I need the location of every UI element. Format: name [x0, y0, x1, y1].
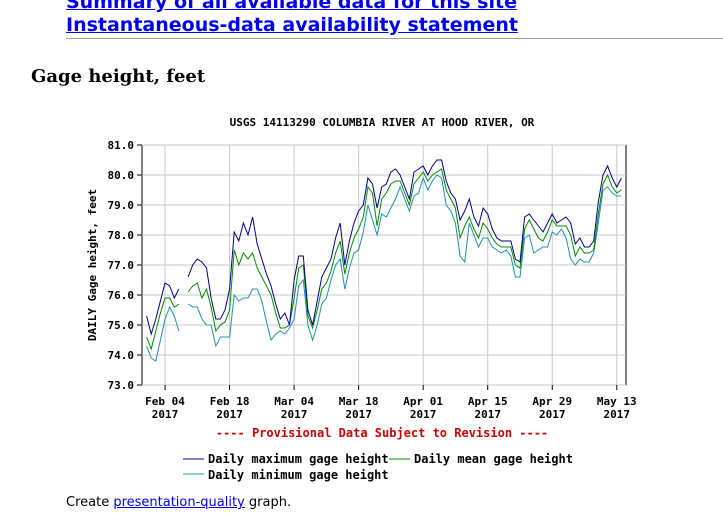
page-links: Summary of all available data for this s… [66, 0, 518, 37]
grid [142, 144, 626, 386]
y-tick-label: 77.0 [108, 259, 135, 272]
x-tick-label: Feb 18 [210, 395, 250, 408]
x-tick-year-label: 2017 [152, 408, 179, 421]
x-tick-label: Feb 04 [145, 395, 185, 408]
x-tick-year-label: 2017 [216, 408, 243, 421]
x-tick-label: Mar 04 [274, 395, 314, 408]
x-tick-label: Mar 18 [339, 395, 379, 408]
legend-label-mean: Daily mean gage height [414, 452, 573, 466]
divider [66, 38, 723, 39]
y-tick-label: 80.0 [108, 169, 135, 182]
y-tick-label: 78.0 [108, 229, 135, 242]
presentation-quality-link[interactable]: presentation-quality [113, 495, 245, 510]
x-tick-label: Apr 01 [403, 395, 443, 408]
create-prefix: Create [66, 495, 114, 510]
summary-link[interactable]: Summary of all available data for this s… [66, 0, 517, 13]
series-lines [146, 159, 622, 362]
create-suffix: graph. [244, 495, 292, 510]
x-tick-year-label: 2017 [604, 408, 631, 421]
legend-label-min: Daily minimum gage height [208, 468, 389, 482]
y-tick-label: 79.0 [108, 199, 135, 212]
legend: Daily maximum gage height Daily mean gag… [183, 452, 573, 482]
y-tick-label: 75.0 [108, 319, 135, 332]
x-tick-label: Apr 15 [468, 395, 508, 408]
create-graph-line: Create presentation-quality graph. [66, 495, 291, 510]
chart-title: USGS 14113290 COLUMBIA RIVER AT HOOD RIV… [230, 116, 535, 129]
x-tick-label: May 13 [597, 395, 637, 408]
x-tick-label: Apr 29 [532, 395, 572, 408]
provisional-note: ---- Provisional Data Subject to Revisio… [216, 426, 548, 440]
gage-height-chart: 73.0 74.0 75.0 76.0 77.0 78.0 79.0 80.0 81.0 Feb… [86, 116, 637, 482]
x-tick-year-label: 2017 [539, 408, 566, 421]
series-line-daily-max [146, 159, 622, 336]
series-line-daily-mean [146, 168, 622, 351]
y-tick-label: 73.0 [108, 379, 135, 392]
x-tick-year-label: 2017 [410, 408, 437, 421]
legend-label-max: Daily maximum gage height [208, 452, 389, 466]
y-tick-label: 81.0 [108, 139, 135, 152]
y-axis: 73.0 74.0 75.0 76.0 77.0 78.0 79.0 80.0 81.0 [108, 139, 142, 392]
x-tick-year-label: 2017 [281, 408, 308, 421]
y-tick-label: 76.0 [108, 289, 135, 302]
x-tick-year-label: 2017 [345, 408, 372, 421]
section-title: Gage height, feet [31, 66, 206, 87]
availability-statement-link[interactable]: Instantaneous-data availability statemen… [66, 14, 518, 36]
series-line-daily-min [146, 174, 622, 362]
y-axis-label: DAILY Gage height, feet [86, 189, 99, 341]
y-tick-label: 74.0 [108, 349, 135, 362]
x-tick-year-label: 2017 [474, 408, 501, 421]
